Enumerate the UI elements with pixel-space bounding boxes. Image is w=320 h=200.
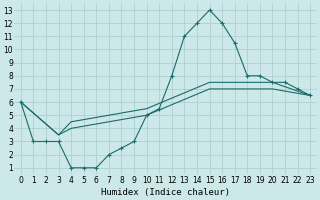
X-axis label: Humidex (Indice chaleur): Humidex (Indice chaleur): [101, 188, 230, 197]
